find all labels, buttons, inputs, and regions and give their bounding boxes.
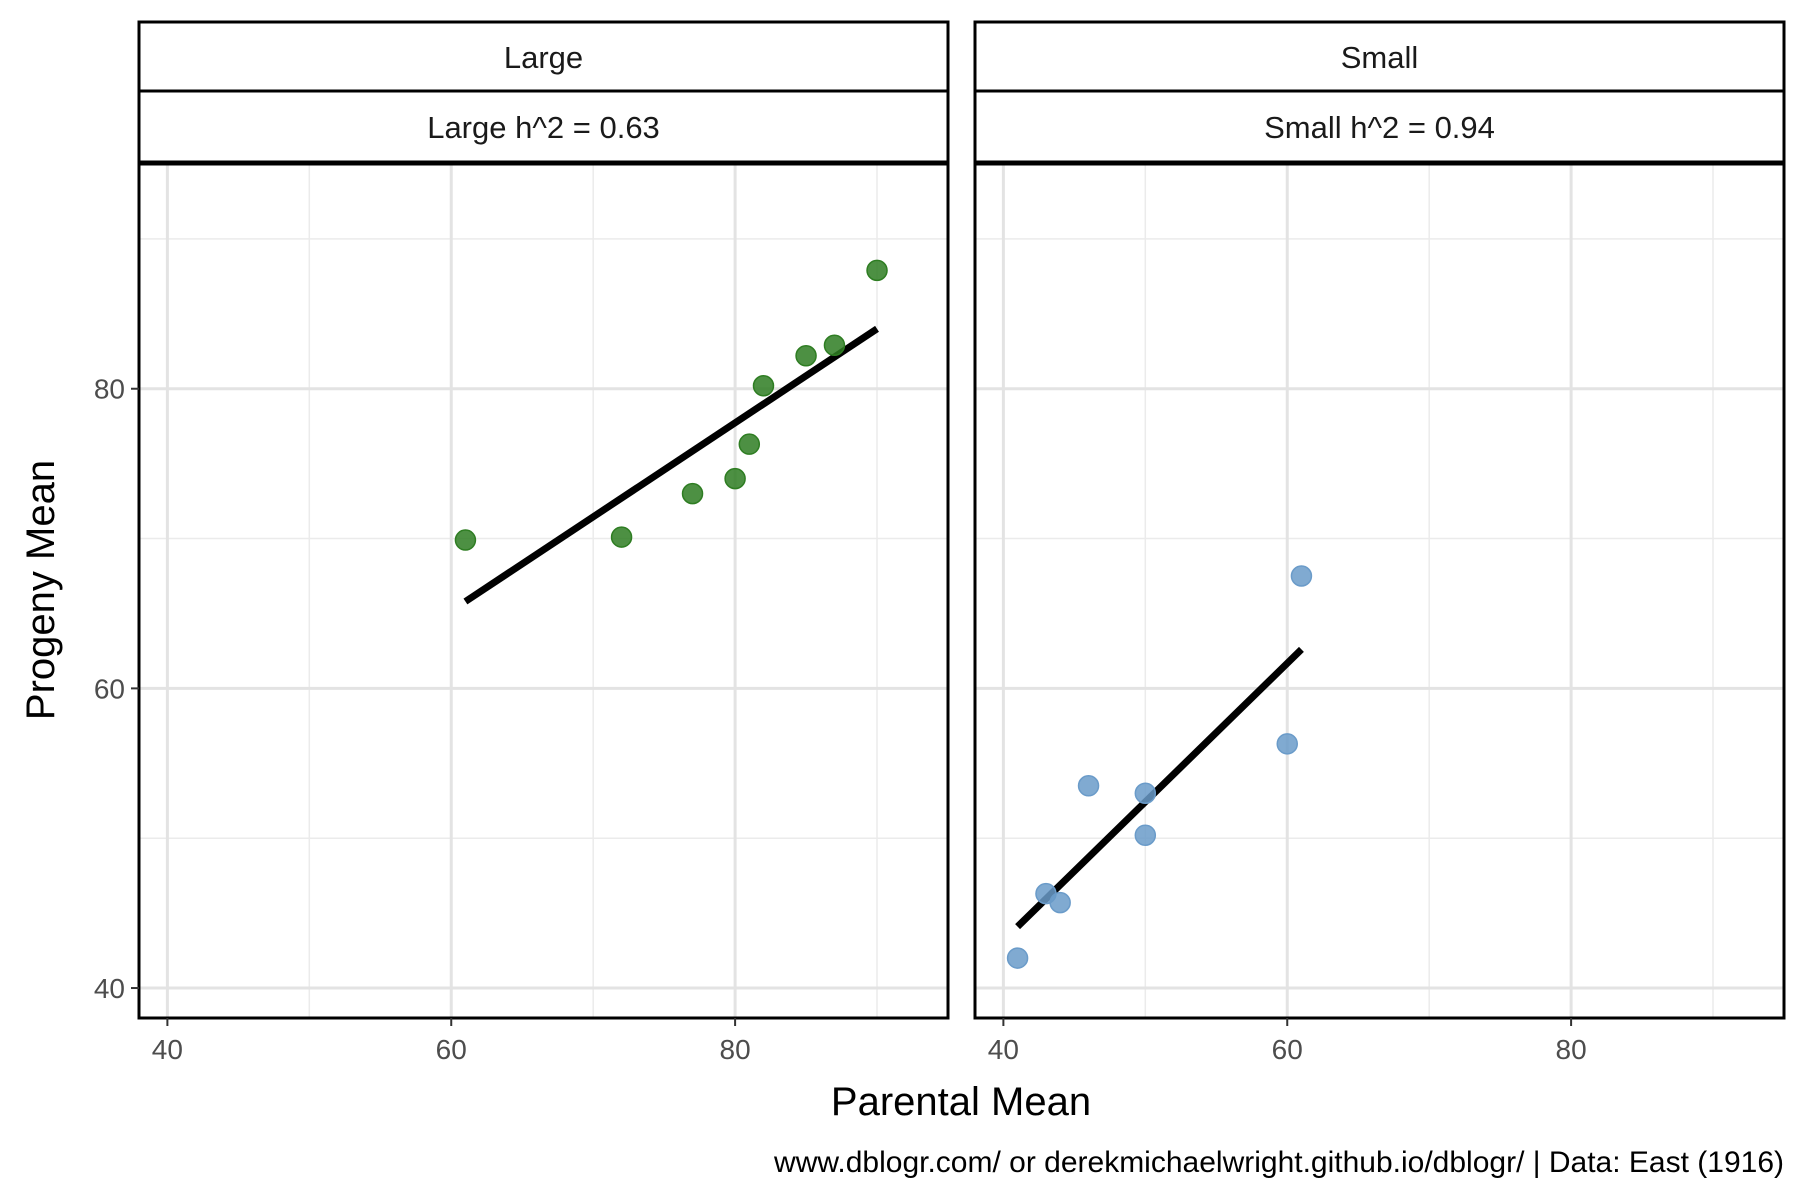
data-point: [1276, 733, 1298, 755]
x-tick-label: 40: [152, 1034, 183, 1065]
data-point: [681, 482, 704, 505]
regression-line: [463, 325, 879, 605]
x-tick-label: 40: [988, 1034, 1019, 1065]
y-axis-title: Progeny Mean: [19, 460, 63, 720]
subtitle-box: [137, 89, 950, 164]
panel-large: Large Large h^2 = 0.63: [137, 20, 950, 1020]
y-axis: 40 60 80: [94, 374, 139, 1004]
data-point: [1049, 891, 1071, 914]
panel-border: [973, 162, 1786, 1020]
data-point: [1006, 947, 1029, 969]
data-point: [752, 374, 775, 397]
data-point: [823, 334, 846, 357]
strip-box: [137, 20, 950, 93]
x-axis-title: Parental Mean: [831, 1080, 1091, 1124]
x-tick-label: 80: [720, 1034, 751, 1065]
x-tick-label: 80: [1556, 1034, 1587, 1065]
data-point: [1134, 782, 1157, 805]
panel-small: Small Small h^2 = 0.94: [973, 20, 1786, 1020]
regression-line: [1015, 646, 1304, 930]
data-point: [724, 467, 746, 490]
strip-label: Large: [504, 40, 583, 75]
data-point: [866, 259, 888, 282]
y-tick-label: 80: [94, 374, 125, 405]
data-point: [610, 526, 633, 548]
panel-subtitle: Large h^2 = 0.63: [427, 110, 660, 145]
x-tick-label: 60: [1272, 1034, 1303, 1065]
subtitle-box: [973, 89, 1786, 164]
strip-label: Small: [1341, 40, 1419, 75]
y-tick-label: 60: [94, 673, 125, 704]
data-point: [795, 345, 817, 367]
data-point: [454, 529, 477, 551]
caption: www.dblogr.com/ or derekmichaelwright.gi…: [773, 1146, 1784, 1179]
data-point: [1290, 565, 1313, 587]
panels-layer: Large Large h^2 = 0.63 Small Small h^2 = 0.…: [137, 20, 1786, 1020]
x-tick-label: 60: [436, 1034, 467, 1065]
panel-border: [137, 162, 950, 1020]
data-point: [1077, 775, 1100, 797]
x-axis: 40 60 80 40 60 80: [152, 1018, 1587, 1065]
panel-subtitle: Small h^2 = 0.94: [1264, 110, 1495, 145]
y-tick-label: 40: [94, 973, 125, 1004]
data-point: [738, 433, 761, 455]
data-point: [1134, 824, 1157, 846]
